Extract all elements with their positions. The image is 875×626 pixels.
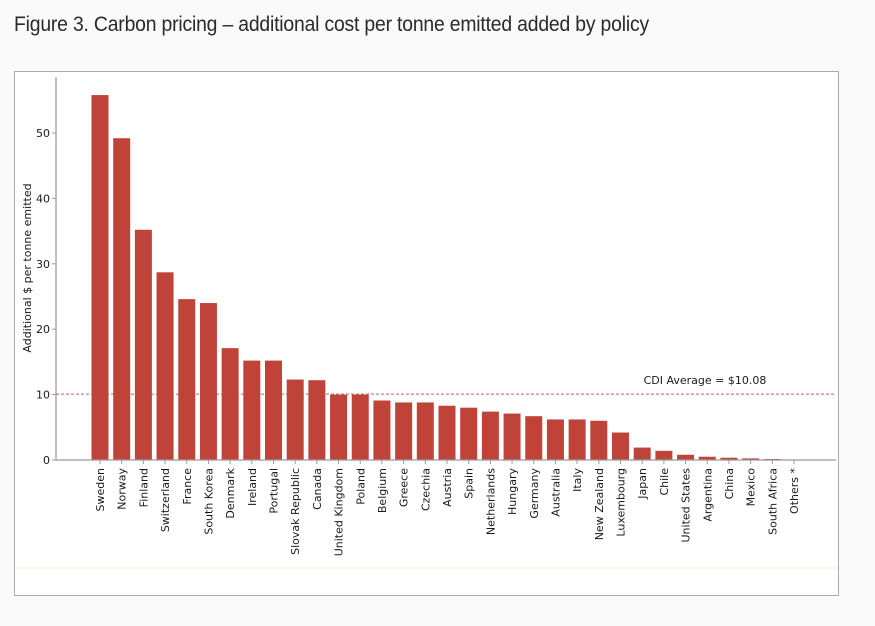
x-tick-label: Canada bbox=[311, 468, 324, 510]
x-tick-label: Finland bbox=[137, 468, 150, 507]
y-tick-label: 40 bbox=[36, 192, 50, 205]
frame-band bbox=[15, 567, 838, 569]
bar-mexico bbox=[742, 458, 760, 461]
bar-portugal bbox=[265, 360, 282, 460]
bar-united-states bbox=[677, 454, 695, 460]
x-tick-label: Japan bbox=[636, 468, 649, 500]
x-tick-label: Slovak Republic bbox=[289, 468, 302, 555]
bar-sweden bbox=[91, 95, 109, 460]
x-tick-label: France bbox=[181, 468, 194, 505]
bar-china bbox=[720, 457, 738, 460]
x-tick-label: Chile bbox=[658, 468, 671, 496]
x-tick-label: Hungary bbox=[506, 468, 519, 515]
y-tick-label: 50 bbox=[36, 127, 50, 140]
bar-canada bbox=[308, 380, 326, 460]
bar-luxembourg bbox=[612, 432, 629, 460]
x-tick-label: Others * bbox=[788, 468, 801, 514]
x-tick-label: Denmark bbox=[224, 467, 237, 518]
bar-new-zealand bbox=[590, 420, 608, 460]
bar-ireland bbox=[243, 360, 261, 460]
average-line-label: CDI Average = $10.08 bbox=[644, 374, 767, 387]
bar-japan bbox=[633, 447, 651, 460]
y-tick-label: 0 bbox=[43, 454, 50, 467]
x-tick-label: Ireland bbox=[246, 468, 259, 506]
x-tick-label: Greece bbox=[398, 468, 411, 507]
bar-argentina bbox=[698, 456, 716, 460]
bars bbox=[91, 95, 781, 461]
x-tick-label: Sweden bbox=[94, 468, 107, 511]
x-tick-label: Germany bbox=[528, 468, 541, 519]
x-tick-label: Poland bbox=[354, 468, 367, 505]
x-tick-label: Czechia bbox=[419, 468, 432, 511]
x-tick-label: Switzerland bbox=[159, 468, 172, 532]
bar-germany bbox=[525, 416, 543, 460]
x-tick-label: Luxembourg bbox=[615, 468, 628, 537]
bar-denmark bbox=[221, 348, 239, 460]
y-tick-label: 30 bbox=[36, 258, 50, 271]
bar-netherlands bbox=[481, 411, 499, 460]
bar-belgium bbox=[373, 400, 391, 460]
bar-south-korea bbox=[199, 303, 217, 460]
x-tick-label: Norway bbox=[116, 468, 129, 510]
bar-australia bbox=[546, 419, 564, 460]
x-tick-label: Austria bbox=[441, 468, 454, 507]
x-tick-label: United Kingdom bbox=[333, 468, 346, 556]
y-axis: 0 10 20 30 40 50 bbox=[36, 77, 57, 467]
bar-poland bbox=[351, 394, 369, 460]
x-axis: Sweden Norway Finland Switzerland France Sout… bbox=[56, 459, 836, 556]
x-tick-label: China bbox=[723, 468, 736, 499]
bar-hungary bbox=[503, 413, 521, 460]
x-tick-label: Portugal bbox=[268, 468, 281, 514]
figure-title: Figure 3. Carbon pricing – additional co… bbox=[14, 12, 649, 36]
x-tick-label: United States bbox=[680, 468, 693, 543]
y-axis-label: Additional $ per tonne emitted bbox=[21, 183, 34, 352]
bar-greece bbox=[395, 402, 413, 460]
x-tick-label: South Africa bbox=[766, 468, 779, 535]
bar-chile bbox=[655, 450, 673, 460]
bar-austria bbox=[438, 405, 456, 460]
x-tick-label: Netherlands bbox=[484, 468, 497, 535]
bar-slovak-republic bbox=[286, 379, 304, 460]
y-tick-label: 10 bbox=[36, 389, 50, 402]
bar-spain bbox=[460, 407, 478, 460]
y-tick-label: 20 bbox=[36, 323, 50, 336]
bar-italy bbox=[568, 419, 586, 460]
x-tick-label: Italy bbox=[571, 468, 584, 492]
x-tick-label: Belgium bbox=[376, 468, 389, 513]
bar-czechia bbox=[416, 402, 434, 460]
bar-switzerland bbox=[156, 272, 174, 460]
x-tick-label: Spain bbox=[463, 468, 476, 499]
x-tick-label: New Zealand bbox=[593, 468, 606, 540]
x-tick-label: South Korea bbox=[202, 468, 215, 535]
bar-norway bbox=[113, 138, 131, 461]
x-tick-label: Mexico bbox=[745, 468, 758, 507]
bar-finland bbox=[134, 229, 152, 460]
x-tick-label: Australia bbox=[549, 468, 562, 517]
bar-united-kingdom bbox=[330, 394, 348, 460]
bar-france bbox=[178, 299, 196, 460]
x-tick-label: Argentina bbox=[701, 468, 714, 522]
